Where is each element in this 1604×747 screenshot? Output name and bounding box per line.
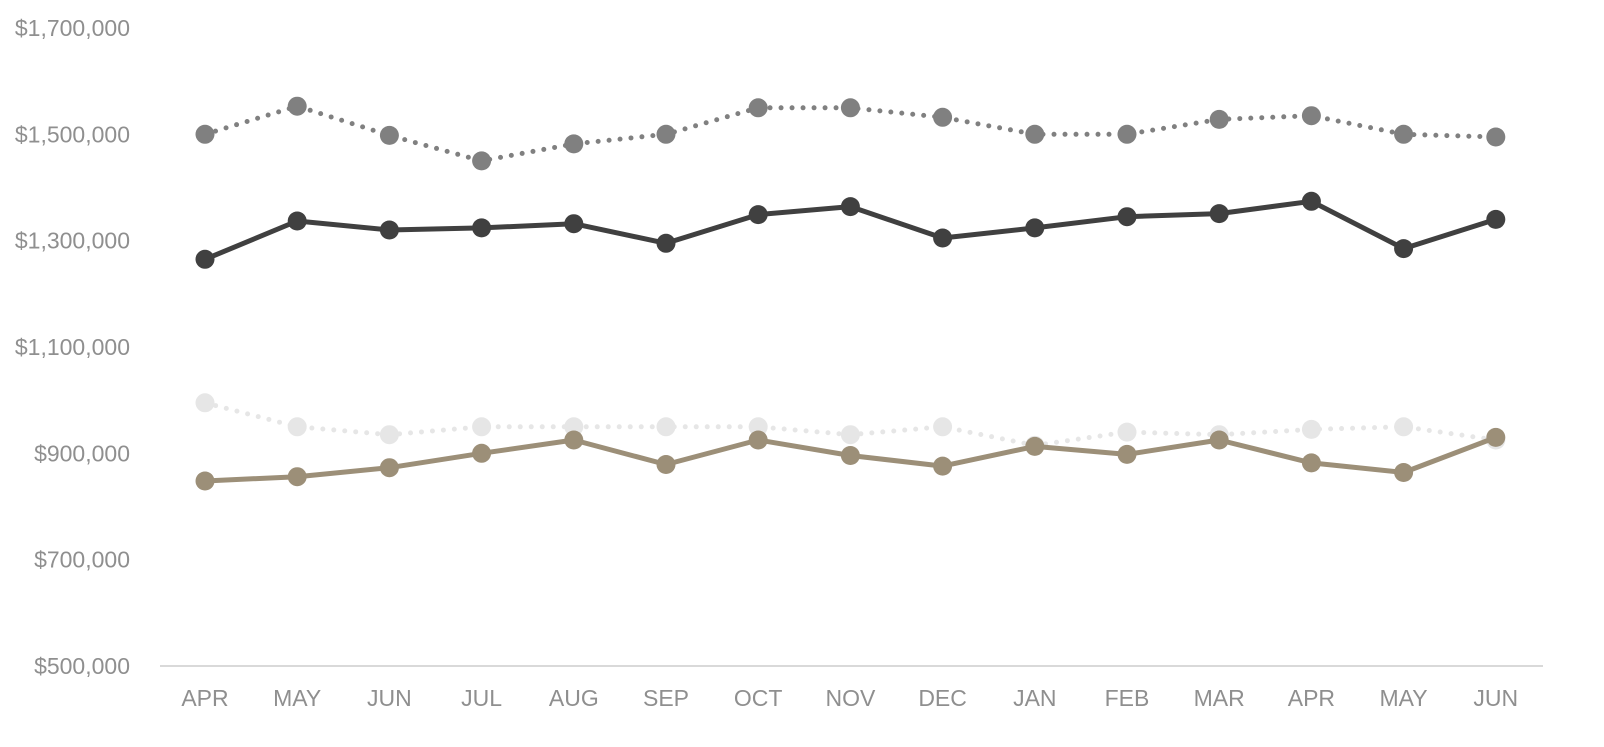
y-axis: $500,000 $700,000 $900,000 $1,100,000 $1,300… [15,15,130,679]
series-4-point [472,443,492,463]
series-4-point [1117,444,1137,464]
series-2-point [1301,191,1321,211]
y-tick-label: $500,000 [34,653,130,679]
x-tick-label: AUG [549,685,599,711]
x-tick-label: JUL [461,685,502,711]
x-tick-label: OCT [734,685,783,711]
series-3-point [287,417,307,437]
series-3-point [748,417,768,437]
x-tick-label: DEC [918,685,967,711]
series-2-point [379,220,399,240]
x-tick-label: JAN [1013,685,1056,711]
series-4-point [933,456,953,476]
series-3-point [195,393,215,413]
series-2-point [1209,204,1229,224]
series-1-point [1209,109,1229,129]
series-4-point [1209,430,1229,450]
series-2-point [933,228,953,248]
series-2-point [1486,209,1506,229]
y-tick-label: $1,300,000 [15,228,130,254]
series-4-point [840,446,860,465]
series-3-point [933,417,953,437]
series-4 [195,427,1506,491]
series-3-point [840,425,860,445]
series-1-point [748,98,768,118]
x-tick-label: APR [1288,685,1335,711]
series-2 [195,191,1506,269]
y-tick-label: $1,100,000 [15,334,130,360]
series-1-point [1486,127,1506,147]
series-3-point [472,417,492,437]
series-4-point [748,430,768,450]
x-axis: APR MAY JUN JUL AUG SEP OCT NOV DEC JAN FEB MAR APR M… [160,665,1543,711]
series-1-point [379,125,399,145]
y-tick-label: $700,000 [34,547,130,573]
series-3-point [379,425,399,445]
x-tick-label: MAY [1380,685,1428,711]
series-2-point [195,249,215,269]
series-2-point [748,205,768,225]
series-3 [195,393,1506,455]
series-2-point [840,197,860,217]
series-4-point [379,458,399,478]
series-1-point [933,107,953,127]
series-1-point [287,96,307,116]
series-2-point [1025,218,1045,238]
x-tick-label: FEB [1105,685,1150,711]
series-1-point [1301,106,1321,126]
y-tick-label: $1,500,000 [15,121,130,147]
series-4-point [1394,463,1414,482]
x-tick-label: MAY [273,685,321,711]
series-2-point [1394,239,1414,259]
series-3-point [1117,422,1137,442]
series-4-point [287,467,307,487]
series-3-point [1394,417,1414,437]
x-tick-label: NOV [825,685,876,711]
x-tick-label: JUN [1473,685,1518,711]
series-3-point [656,417,676,437]
series-2-point [564,214,584,234]
series-4-point [1025,436,1045,456]
series-1-point [840,98,860,118]
series-4-point [1486,427,1506,447]
series-1-point [564,134,584,154]
series-1-point [195,124,215,144]
series-4-point [195,471,215,491]
series-1-point [656,124,676,144]
series-layer [195,96,1506,491]
series-2-point [1117,207,1137,227]
series-1 [195,96,1506,171]
y-tick-label: $900,000 [34,440,130,466]
series-1-point [1117,124,1137,144]
x-tick-label: SEP [643,685,689,711]
series-4-point [656,455,676,474]
series-1-point [472,151,492,171]
series-3-point [564,417,584,437]
y-tick-label: $1,700,000 [15,15,130,41]
series-2-point [287,211,307,231]
series-1-point [1394,124,1414,144]
series-3-point [1301,419,1321,439]
x-tick-label: JUN [367,685,412,711]
series-2-point [656,233,676,253]
x-tick-label: MAR [1194,685,1245,711]
series-4-point [1301,453,1321,473]
series-2-point [472,218,492,238]
x-tick-label: APR [181,685,228,711]
series-1-point [1025,124,1045,144]
series-4-point [564,430,584,450]
